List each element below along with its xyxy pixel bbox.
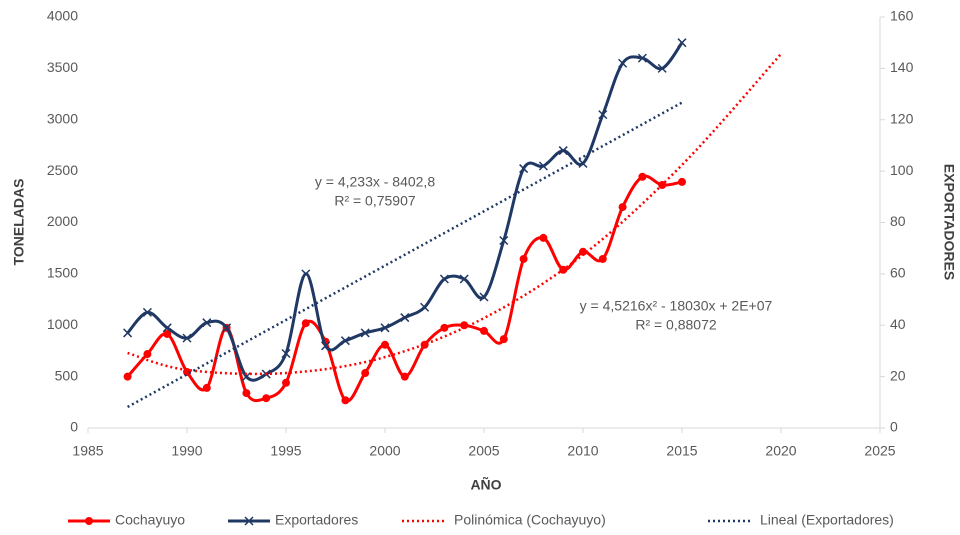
x-tick-label: 1995 bbox=[270, 443, 301, 459]
y2-tick-label: 0 bbox=[890, 419, 898, 435]
y2-tick-label: 140 bbox=[890, 59, 914, 75]
marker bbox=[381, 340, 389, 349]
marker bbox=[460, 321, 469, 330]
marker bbox=[440, 323, 449, 332]
marker bbox=[479, 292, 489, 302]
marker bbox=[459, 274, 469, 284]
y2-tick-label: 100 bbox=[890, 162, 914, 178]
marker bbox=[519, 164, 529, 174]
marker bbox=[242, 389, 251, 398]
x-axis-label: AÑO bbox=[470, 476, 501, 493]
marker bbox=[262, 394, 271, 403]
y2-tick-label: 160 bbox=[890, 8, 914, 24]
marker bbox=[558, 146, 568, 156]
marker bbox=[162, 323, 172, 333]
marker bbox=[499, 235, 509, 246]
y-tick-label: 3500 bbox=[47, 59, 78, 75]
x-tick-label: 2005 bbox=[468, 443, 499, 459]
y-tick-label: 0 bbox=[70, 419, 78, 435]
y2-tick-label: 80 bbox=[890, 213, 906, 229]
trendline bbox=[126, 101, 683, 409]
series-line bbox=[126, 174, 683, 403]
marker bbox=[380, 323, 390, 333]
x-tick-label: 1990 bbox=[171, 443, 202, 459]
marker bbox=[182, 333, 192, 343]
marker bbox=[678, 177, 686, 186]
y2-tick-label: 40 bbox=[890, 316, 906, 332]
x-tick-label: 2015 bbox=[666, 443, 697, 459]
marker bbox=[618, 203, 627, 212]
marker bbox=[202, 318, 212, 328]
marker bbox=[143, 350, 152, 359]
marker bbox=[677, 38, 687, 48]
marker bbox=[123, 328, 133, 338]
legend-marker bbox=[244, 516, 254, 526]
marker bbox=[618, 58, 628, 68]
marker bbox=[499, 335, 508, 344]
marker bbox=[361, 369, 370, 378]
trend-equation: y = 4,233x - 8402,8 bbox=[315, 174, 435, 190]
marker bbox=[301, 269, 311, 279]
legend-marker bbox=[85, 517, 93, 525]
y2-tick-label: 120 bbox=[890, 110, 914, 126]
marker bbox=[400, 372, 409, 381]
marker bbox=[579, 247, 587, 256]
y-tick-label: 2500 bbox=[47, 162, 78, 178]
marker bbox=[400, 313, 410, 323]
marker bbox=[657, 63, 667, 73]
x-tick-label: 2010 bbox=[567, 443, 598, 459]
marker bbox=[123, 372, 132, 381]
marker bbox=[578, 158, 588, 168]
trend-equation: R² = 0,75907 bbox=[334, 193, 416, 209]
legend-label: Polinómica (Cochayuyo) bbox=[454, 512, 606, 528]
marker bbox=[142, 307, 152, 317]
y-tick-label: 3000 bbox=[47, 110, 78, 126]
marker bbox=[420, 302, 430, 312]
marker bbox=[519, 254, 528, 263]
legend-label: Lineal (Exportadores) bbox=[760, 512, 894, 528]
marker bbox=[598, 110, 608, 120]
marker bbox=[163, 329, 172, 338]
x-tick-label: 2020 bbox=[765, 443, 796, 459]
y-tick-label: 1500 bbox=[47, 265, 78, 281]
marker bbox=[281, 348, 291, 359]
legend-label: Exportadores bbox=[275, 512, 358, 528]
marker bbox=[202, 383, 211, 392]
marker bbox=[538, 161, 548, 171]
marker bbox=[340, 336, 350, 346]
y2-tick-label: 20 bbox=[890, 367, 906, 383]
marker bbox=[439, 274, 449, 284]
marker bbox=[638, 172, 647, 181]
series-line bbox=[126, 41, 684, 382]
trend-equation: R² = 0,88072 bbox=[635, 317, 717, 333]
y-tick-label: 4000 bbox=[47, 8, 78, 24]
y-tick-label: 2000 bbox=[47, 213, 78, 229]
marker bbox=[539, 233, 548, 242]
trend-equation: y = 4,5216x² - 18030x + 2E+07 bbox=[580, 298, 773, 314]
marker bbox=[637, 53, 647, 63]
x-tick-label: 2025 bbox=[864, 443, 895, 459]
marker bbox=[598, 254, 607, 263]
marker bbox=[282, 378, 290, 387]
x-tick-label: 1985 bbox=[72, 443, 103, 459]
marker bbox=[480, 326, 488, 335]
y-tick-label: 1000 bbox=[47, 316, 78, 332]
marker bbox=[241, 372, 251, 382]
y-tick-label: 500 bbox=[55, 367, 79, 383]
marker bbox=[222, 323, 232, 333]
marker bbox=[360, 328, 370, 338]
marker bbox=[301, 319, 310, 328]
legend-label: Cochayuyo bbox=[115, 512, 185, 528]
y-axis-label: TONELADAS bbox=[11, 179, 27, 266]
x-tick-label: 2000 bbox=[369, 443, 400, 459]
y2-tick-label: 60 bbox=[890, 265, 906, 281]
marker bbox=[321, 341, 331, 351]
marker bbox=[341, 396, 350, 405]
y2-axis-label: EXPORTADORES bbox=[941, 164, 957, 280]
